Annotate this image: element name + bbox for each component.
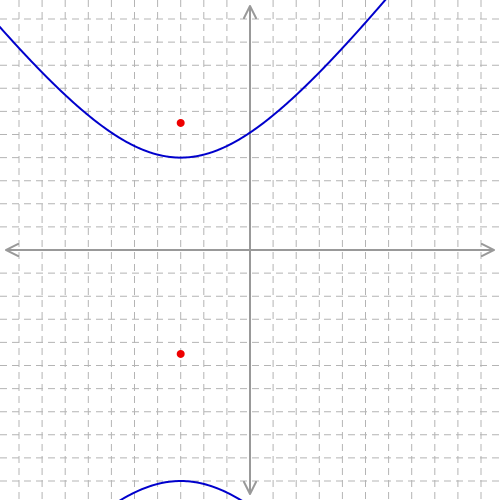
axes [5,5,495,495]
upper-focus-point [176,118,185,127]
points [176,118,185,358]
hyperbola-upper-branch [0,0,387,159]
x-axis-arrow-left [5,243,19,257]
y-axis-arrow-up [243,5,257,19]
lower-focus-point [176,349,185,358]
y-axis-arrow-down [243,481,257,495]
x-axis-arrow-right [481,243,495,257]
